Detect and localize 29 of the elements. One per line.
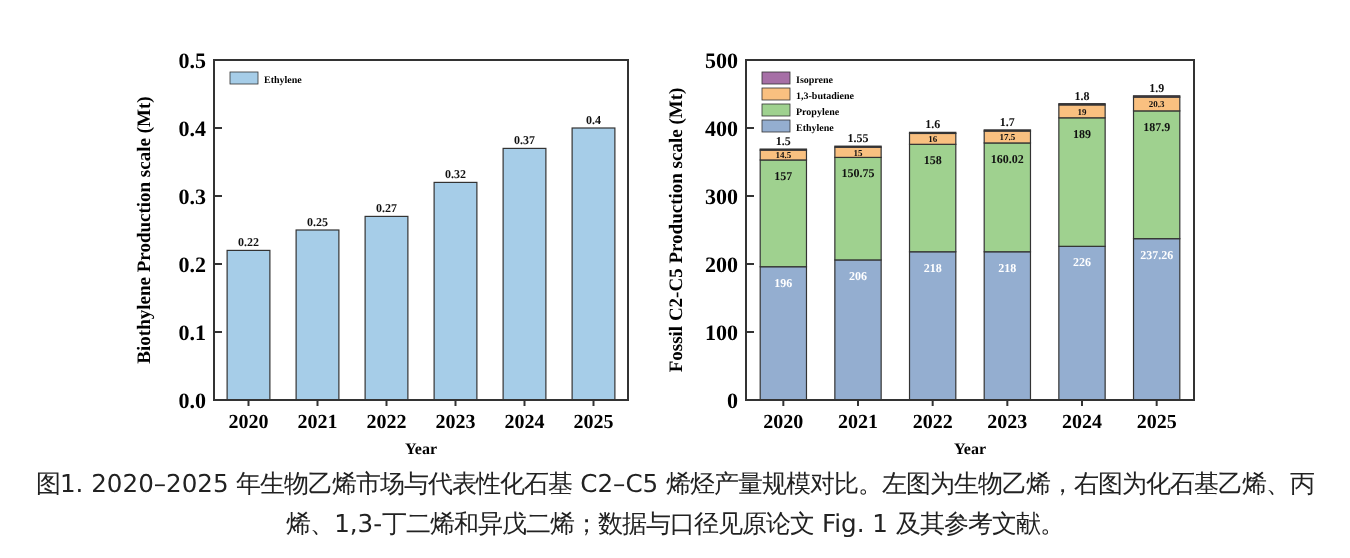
x-tick-label: 2021 [838,412,878,434]
x-tick-label: 2021 [297,412,338,434]
y-axis-title: Fossil C2-C5 Production scale (Mt) [668,87,688,373]
x-tick-label: 2022 [366,412,407,434]
x-tick-label: 2022 [912,412,953,434]
x-tick-label: 2020 [763,412,804,434]
y-axis-title: Biothylene Production scale (Mt) [136,96,156,364]
x-tick-label: 2023 [435,412,476,434]
x-tick-label: 2024 [504,412,545,434]
y-tick-label: 0 [727,390,739,414]
y-tick-label: 500 [705,50,739,74]
caption: 图1. 2020–2025 年生物乙烯市场与代表性化石基 C2–C5 烯烃产量规模对比。左图为生物乙烯，右图为化石基乙烯、丙烯、1,3-丁二烯和异戊二烯；数据与口径见原论文 Fig. 1 及其参考文献。 [33,468,1317,542]
x-tick-label: 2025 [1136,412,1177,434]
x-tick-label: 2020 [228,412,269,434]
y-tick-label: 0.5 [178,50,207,74]
x-axis-title: Year [405,440,438,458]
y-tick-label: 400 [705,118,739,142]
x-axis-title: Year [954,440,987,458]
y-tick-label: 0.2 [178,254,207,278]
x-tick-label: 2023 [987,412,1028,434]
y-tick-label: 0.4 [178,118,207,142]
x-tick-label: 2025 [573,412,614,434]
x-tick-label: 2024 [1062,412,1102,434]
y-tick-label: 0.3 [178,186,207,210]
y-tick-label: 200 [705,254,739,278]
y-tick-label: 100 [705,322,739,346]
y-tick-label: 0.1 [178,322,206,346]
y-tick-label: 0.0 [178,390,207,414]
y-tick-label: 300 [705,186,739,210]
